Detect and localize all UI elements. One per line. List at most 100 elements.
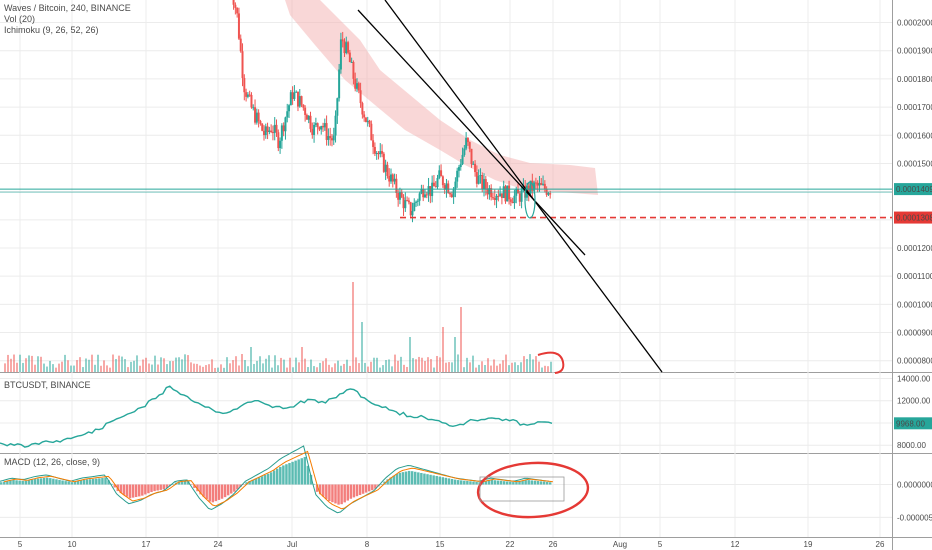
volume-bar xyxy=(361,322,363,372)
volume-bar xyxy=(214,367,216,372)
macd-bar xyxy=(374,484,377,489)
volume-bar xyxy=(262,363,264,372)
price-tick-label: 0.0001700 xyxy=(897,103,932,112)
macd-bar xyxy=(122,484,126,495)
candle-body xyxy=(429,186,432,197)
macd-bar xyxy=(138,484,141,497)
macd-bar xyxy=(180,481,184,485)
volume-bar xyxy=(400,356,402,372)
btc-legend[interactable]: BTCUSDT, BINANCE xyxy=(4,380,91,390)
macd-bar xyxy=(426,474,429,485)
macd-bar xyxy=(79,480,83,485)
candle-body xyxy=(418,193,421,201)
candle-body xyxy=(538,183,541,186)
macd-bar xyxy=(85,479,89,485)
volume-bar xyxy=(469,362,471,372)
candle-body xyxy=(475,172,478,184)
time-tick-label: 24 xyxy=(214,540,223,549)
macd-bar xyxy=(101,478,104,485)
candle-body xyxy=(506,185,509,202)
candle-body xyxy=(245,92,248,97)
macd-selection-box xyxy=(479,476,565,502)
candle-body xyxy=(518,193,521,202)
macd-bar xyxy=(469,481,472,485)
ichimoku-legend[interactable]: Ichimoku (9, 26, 52, 26) xyxy=(4,25,99,35)
candle-body xyxy=(254,107,257,123)
macd-bar xyxy=(423,473,426,485)
macd-bar xyxy=(282,465,285,485)
candle-body xyxy=(268,130,271,132)
volume-bar xyxy=(220,364,222,372)
time-tick-label: 5 xyxy=(658,540,663,549)
macd-bar xyxy=(110,483,113,485)
volume-bar xyxy=(250,347,252,372)
volume-bar xyxy=(136,355,138,372)
volume-bar xyxy=(382,365,384,372)
candle-body xyxy=(325,123,328,140)
volume-bar xyxy=(523,356,525,372)
macd-bar xyxy=(269,472,273,485)
candle-body xyxy=(302,104,305,108)
macd-bar xyxy=(199,484,202,495)
btc-tick-label: 12000.00 xyxy=(897,397,931,406)
candle-body xyxy=(513,195,516,204)
macd-bar xyxy=(82,479,86,485)
macd-bar xyxy=(481,481,484,485)
volume-bar xyxy=(421,357,423,372)
volume-bar xyxy=(385,360,387,372)
macd-bar xyxy=(12,479,15,485)
candle-body xyxy=(234,4,237,8)
macd-bar xyxy=(294,460,297,485)
volume-bar xyxy=(91,354,93,372)
candle-body xyxy=(382,153,385,172)
macd-bar xyxy=(33,479,37,485)
candle-body xyxy=(289,92,292,106)
macd-bar xyxy=(524,480,527,485)
macd-bar xyxy=(358,484,362,495)
volume-bar xyxy=(55,367,57,372)
volume-bar xyxy=(322,361,324,372)
candle-body xyxy=(479,174,482,176)
symbol-legend[interactable]: Waves / Bitcoin, 240, BINANCE xyxy=(4,3,131,13)
volume-bar xyxy=(25,358,27,372)
macd-bar xyxy=(214,484,218,502)
volume-bar xyxy=(415,359,417,372)
macd-bar xyxy=(92,478,95,485)
time-tick-label: 17 xyxy=(142,540,151,549)
volume-bar xyxy=(67,360,69,372)
candle-body xyxy=(542,183,545,185)
candle-body xyxy=(477,175,480,184)
volume-bar xyxy=(22,362,24,372)
time-tick-label: Jul xyxy=(287,540,297,549)
time-tick-label: 26 xyxy=(876,540,885,549)
macd-bar xyxy=(542,481,546,485)
macd-bar xyxy=(328,484,331,502)
candle-body xyxy=(409,202,412,216)
volume-bar xyxy=(412,358,414,372)
macd-legend[interactable]: MACD (12, 26, close, 9) xyxy=(4,457,101,467)
volume-bar xyxy=(64,354,66,372)
candle-body xyxy=(413,202,416,211)
candle-body xyxy=(270,130,273,133)
volume-bar xyxy=(256,360,258,372)
macd-bar xyxy=(340,484,343,505)
candle-body xyxy=(534,182,537,184)
macd-bar xyxy=(88,479,92,485)
candle-body xyxy=(316,123,319,128)
candle-body xyxy=(332,135,335,141)
macd-bar xyxy=(499,480,503,485)
volume-bar xyxy=(61,361,63,372)
macd-bar xyxy=(463,480,466,485)
volume-bar xyxy=(10,358,12,372)
macd-bar xyxy=(392,475,395,485)
volume-bar xyxy=(172,361,174,372)
volume-bar xyxy=(46,366,48,372)
volume-bar xyxy=(271,367,273,372)
volume-bar xyxy=(451,362,453,372)
macd-bar xyxy=(177,481,181,485)
candle-body xyxy=(422,188,425,198)
volume-bar xyxy=(253,363,255,372)
candle-body xyxy=(457,167,460,171)
macd-bar xyxy=(61,480,64,485)
volume-legend[interactable]: Vol (20) xyxy=(4,14,36,24)
